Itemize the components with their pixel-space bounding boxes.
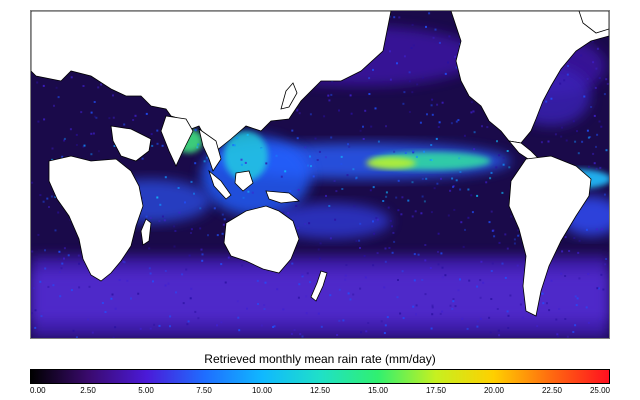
colorbar-ticks: 0.00 2.50 5.00 7.50 10.00 12.50 15.00 17.50 20.0… [30,386,610,398]
new-zealand [310,270,328,302]
colorbar-tick-label: 15.00 [367,386,389,395]
southeast-asia [198,128,222,172]
colorbar-tick-label: 7.50 [196,386,212,395]
colorbar-tick-label: 12.50 [309,386,331,395]
borneo [234,170,254,192]
colorbar-tick-label: 0.00 [30,386,46,395]
madagascar [140,218,152,246]
arabia [110,125,152,162]
map-panel [30,10,610,339]
eurasia [31,11,392,152]
colorbar [30,369,610,384]
colorbar-tick-label: 10.00 [251,386,273,395]
rain-rate-map [31,11,609,338]
colorbar-tick-label: 25.00 [589,386,610,395]
africa [48,155,144,282]
colorbar-tick-label: 17.50 [425,386,447,395]
india [160,115,194,167]
colorbar-tick-label: 22.50 [541,386,563,395]
sumatra [208,169,232,200]
colorbar-tick-label: 2.50 [80,386,96,395]
new-guinea [265,190,301,204]
land-masses [31,11,609,317]
colorbar-tick-label: 5.00 [138,386,154,395]
greenland [578,11,609,34]
north-america [450,11,609,144]
south-america [508,155,592,317]
australia [223,205,300,274]
colorbar-tick-label: 20.00 [483,386,505,395]
japan [280,82,298,110]
colorbar-title: Retrieved monthly mean rain rate (mm/day… [204,352,436,366]
